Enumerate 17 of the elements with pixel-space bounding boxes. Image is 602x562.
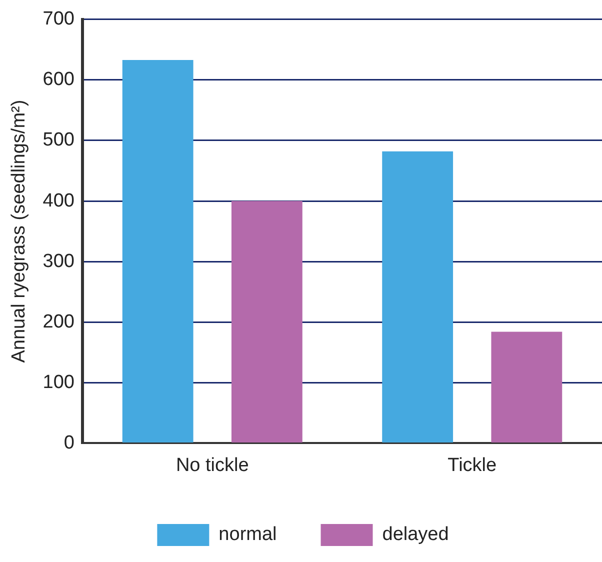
x-tick-label: Tickle — [448, 454, 497, 476]
y-tick-label: 0 — [64, 432, 74, 454]
bar — [491, 332, 562, 442]
legend-label: normal — [218, 524, 277, 546]
bar — [122, 60, 194, 442]
legend-label: delayed — [382, 524, 449, 546]
x-tick-label: No tickle — [176, 454, 249, 476]
bar — [231, 201, 302, 442]
y-tick-label: 700 — [42, 8, 74, 30]
y-tick-label: 300 — [42, 250, 74, 272]
bar — [382, 151, 454, 442]
y-tick-label: 400 — [42, 190, 74, 212]
y-tick-label: 200 — [42, 311, 74, 332]
y-tick-label: 100 — [42, 372, 74, 393]
y-tick-label: 500 — [42, 130, 74, 151]
y-axis-title: Annual ryegrass (seedlings/m²) — [8, 100, 30, 363]
y-tick-label: 600 — [42, 69, 74, 90]
